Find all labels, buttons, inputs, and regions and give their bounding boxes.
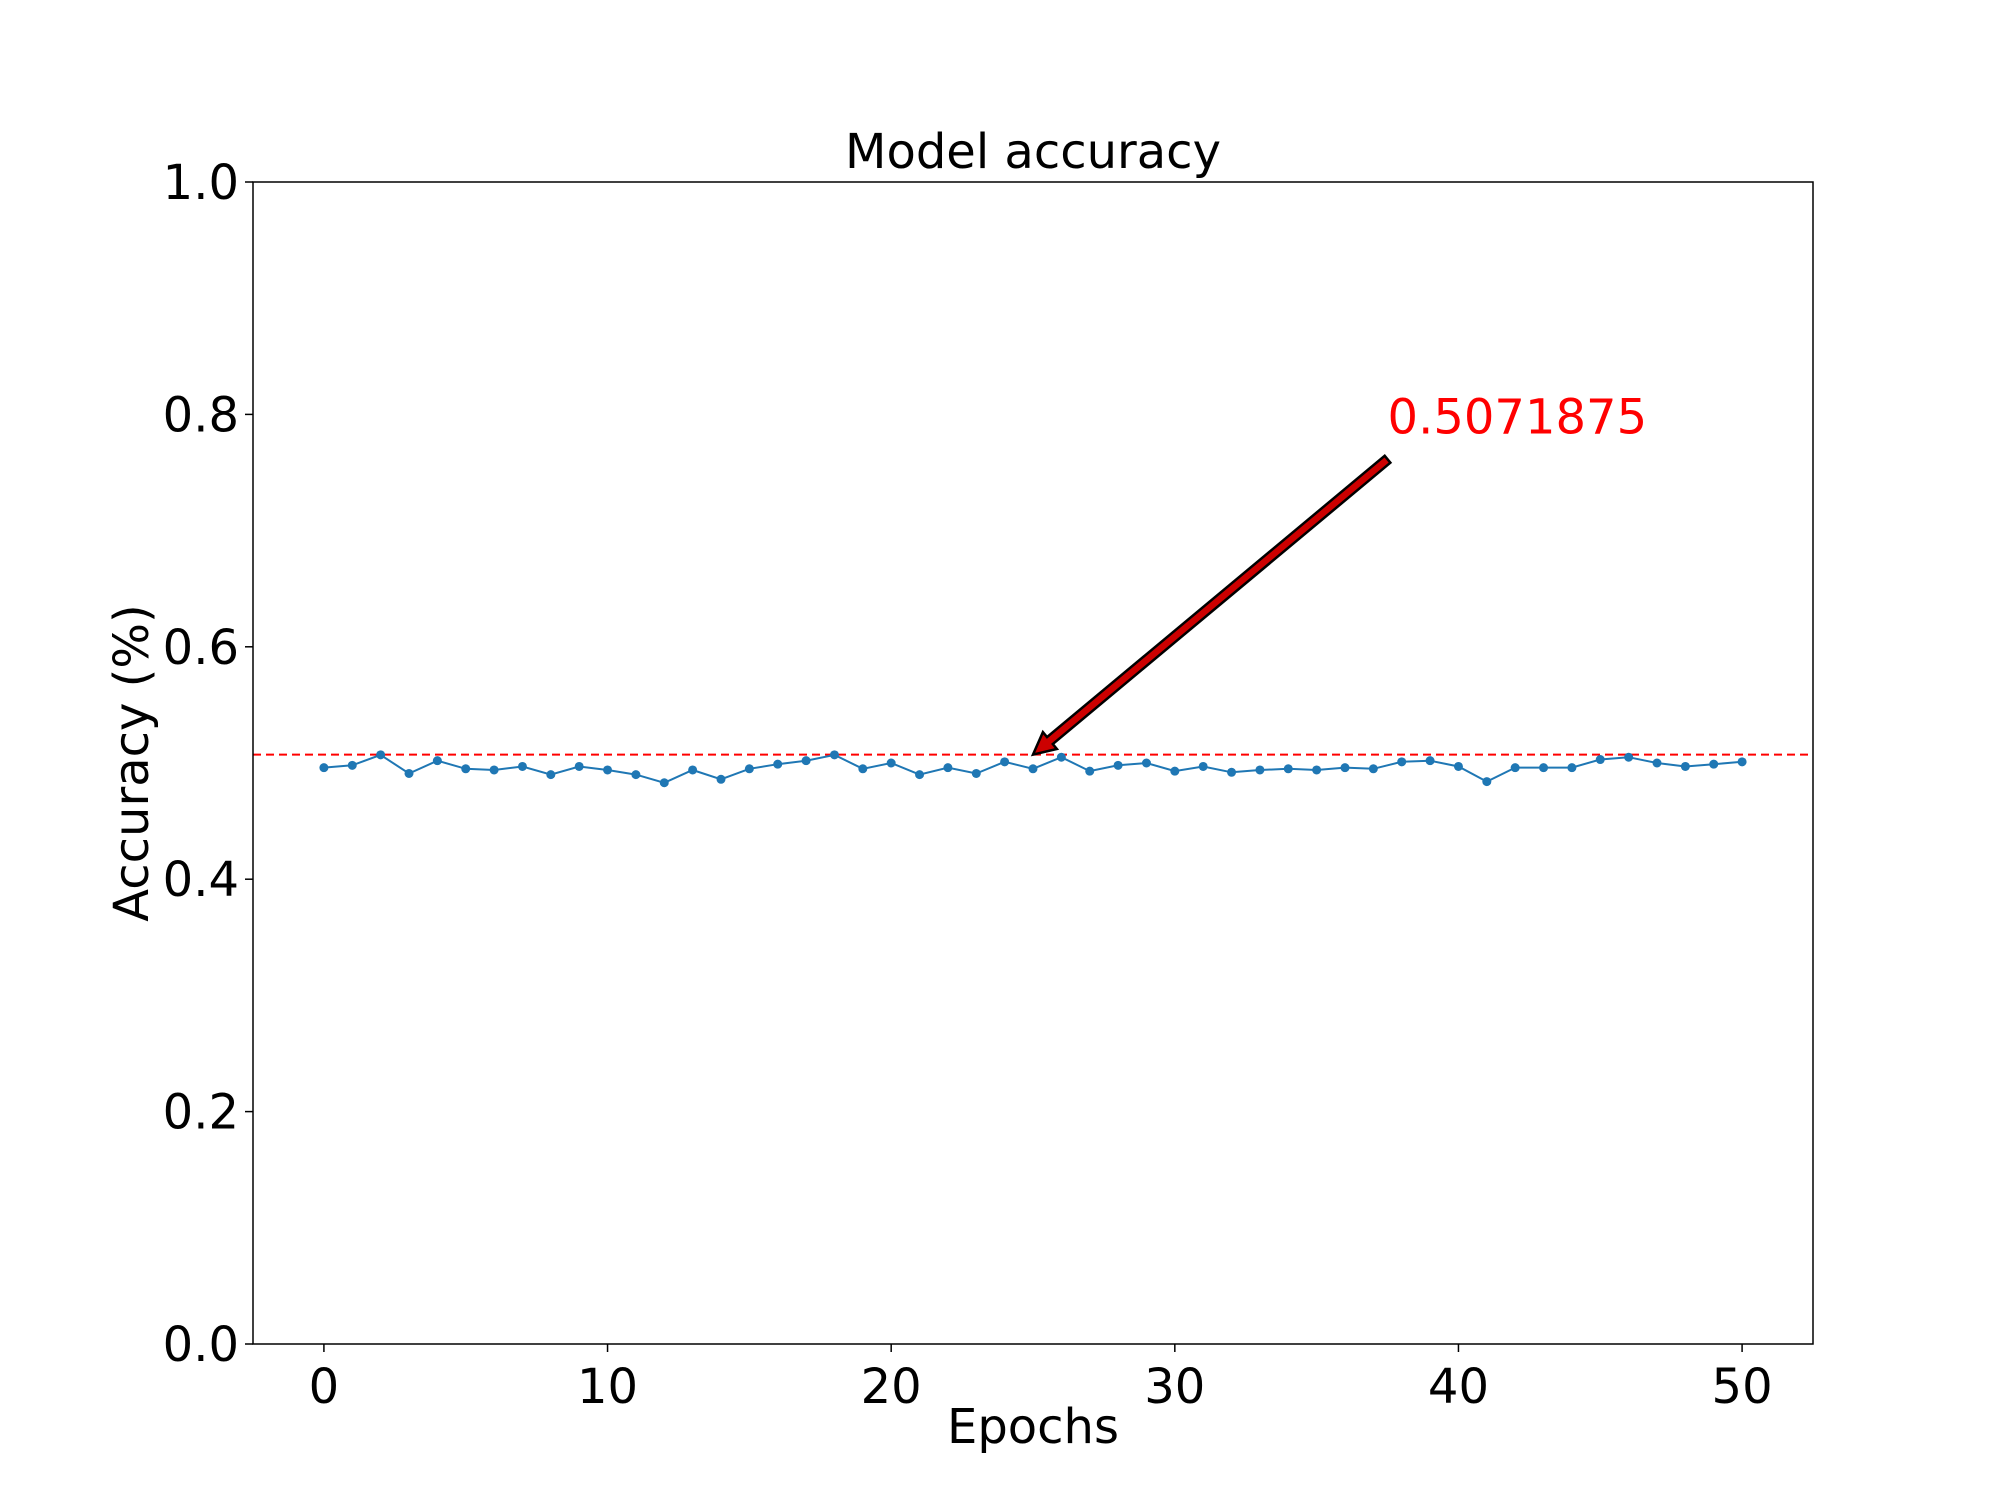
y-axis-label: Accuracy (%) xyxy=(104,604,160,921)
data-point xyxy=(1425,756,1435,766)
y-tick-label: 1.0 xyxy=(163,155,239,211)
data-point xyxy=(1198,761,1208,771)
data-point xyxy=(1113,760,1123,770)
data-point xyxy=(1255,765,1265,775)
data-point xyxy=(1340,763,1350,773)
data-point xyxy=(631,770,641,780)
data-point xyxy=(517,761,527,771)
data-point xyxy=(659,778,669,788)
annotation-label: 0.5071875 xyxy=(1388,389,1648,445)
data-point xyxy=(1056,752,1066,762)
data-point xyxy=(1085,766,1095,776)
data-point xyxy=(773,759,783,769)
data-point xyxy=(432,756,442,766)
data-point xyxy=(1170,766,1180,776)
data-point xyxy=(489,765,499,775)
data-point xyxy=(886,758,896,768)
data-point xyxy=(603,765,613,775)
data-point xyxy=(971,768,981,778)
data-point xyxy=(1624,752,1634,762)
data-point xyxy=(546,770,556,780)
data-point xyxy=(943,763,953,773)
data-point xyxy=(829,750,839,760)
data-point xyxy=(1453,761,1463,771)
x-tick-label: 50 xyxy=(1712,1359,1773,1415)
x-tick-label: 10 xyxy=(577,1359,638,1415)
x-axis: 0 10 20 30 40 50 xyxy=(309,1344,1773,1415)
data-point xyxy=(1368,764,1378,774)
data-point xyxy=(376,750,386,760)
data-point xyxy=(688,765,698,775)
data-point xyxy=(1227,767,1237,777)
y-tick-label: 0.2 xyxy=(163,1085,239,1141)
data-point xyxy=(1652,758,1662,768)
data-point xyxy=(1567,763,1577,773)
data-point xyxy=(1397,757,1407,767)
x-tick-label: 30 xyxy=(1144,1359,1205,1415)
data-point xyxy=(1141,758,1151,768)
data-point xyxy=(1709,759,1719,769)
annotation: 0.5071875 xyxy=(1030,389,1648,757)
y-axis: 0.0 0.2 0.4 0.6 0.8 1.0 xyxy=(163,155,253,1373)
x-tick-label: 40 xyxy=(1428,1359,1489,1415)
chart-title: Model accuracy xyxy=(845,124,1221,180)
series-group xyxy=(319,750,1747,788)
plot-frame xyxy=(252,181,1814,1345)
data-point xyxy=(1482,777,1492,787)
x-axis-label: Epochs xyxy=(947,1399,1119,1455)
y-tick-label: 0.4 xyxy=(163,852,239,908)
data-point xyxy=(1680,761,1690,771)
data-point xyxy=(319,763,329,773)
annotation-arrow xyxy=(1030,454,1393,757)
x-tick-label: 20 xyxy=(861,1359,922,1415)
data-point xyxy=(1737,757,1747,767)
data-point xyxy=(1595,755,1605,765)
y-tick-label: 0.6 xyxy=(163,620,239,676)
y-tick-label: 0.8 xyxy=(163,387,239,443)
y-tick-label: 0.0 xyxy=(163,1317,239,1373)
data-point xyxy=(461,764,471,774)
data-point xyxy=(744,764,754,774)
data-point xyxy=(1312,765,1322,775)
data-point xyxy=(915,770,925,780)
data-point xyxy=(574,761,584,771)
data-point xyxy=(1283,764,1293,774)
data-point xyxy=(1510,763,1520,773)
data-point xyxy=(404,768,414,778)
data-point xyxy=(716,774,726,784)
data-point xyxy=(347,760,357,770)
data-point xyxy=(1028,764,1038,774)
data-point xyxy=(858,764,868,774)
data-point xyxy=(801,756,811,766)
data-point xyxy=(1539,763,1549,773)
x-tick-label: 0 xyxy=(309,1359,340,1415)
data-point xyxy=(1000,757,1010,767)
